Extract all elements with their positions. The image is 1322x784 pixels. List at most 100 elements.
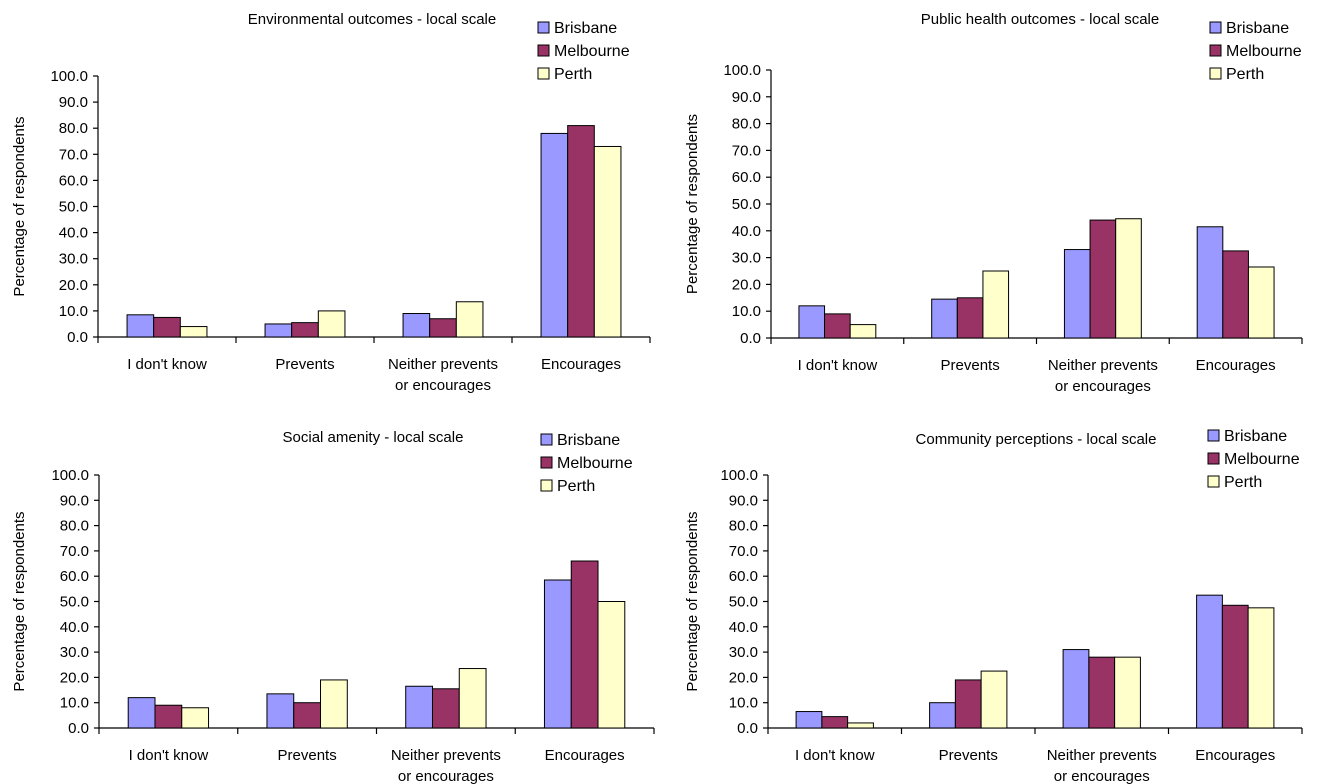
bar-melbourne-2 [291,322,319,338]
x-tick-label: Encourages [1195,747,1275,764]
x-tick-label: Encourages [1196,357,1276,374]
bar-perth-1 [181,707,210,729]
y-tick-label: 40.0 [60,619,89,636]
bar-perth-2 [320,679,348,729]
bar-melbourne-2 [954,679,982,729]
y-tick-label: 0.0 [740,330,761,347]
legend-swatch-brisbane [1207,429,1220,442]
x-tick-label: Neither prevents [1048,357,1158,374]
bar-perth-2 [982,270,1010,339]
bar-melbourne-4 [1221,604,1249,729]
x-tick-label: I don't know [127,356,207,373]
bar-perth-3 [455,301,484,338]
y-tick-label: 0.0 [67,329,88,346]
legend-label: Perth [557,478,595,495]
bar-melbourne-2 [956,297,984,339]
y-tick-label: 30.0 [732,250,761,267]
legend-label: Perth [1224,474,1262,491]
y-tick-label: 30.0 [60,644,89,661]
x-tick-label: Neither prevents [388,356,498,373]
x-tick-label: or encourages [395,377,491,394]
y-tick-label: 80.0 [732,116,761,133]
legend-label: Brisbane [557,432,620,449]
bar-melbourne-3 [429,318,457,338]
bar-melbourne-4 [1222,250,1249,339]
bar-melbourne-3 [1088,656,1116,729]
y-tick-label: 70.0 [732,142,761,159]
legend-swatch-brisbane [540,433,553,446]
bar-brisbane-4 [543,579,572,729]
bar-melbourne-1 [153,316,181,338]
bar-perth-1 [179,326,208,338]
bar-perth-4 [593,145,622,338]
y-tick-label: 80.0 [60,518,89,535]
legend-swatch-perth [1209,67,1222,80]
bar-brisbane-4 [1196,594,1223,729]
legend-swatch-perth [540,479,553,492]
legend-label: Melbourne [1226,43,1302,60]
y-tick-label: 40.0 [729,619,758,636]
bar-melbourne-1 [154,704,183,729]
legend-label: Melbourne [1224,451,1300,468]
legend-label: Melbourne [557,455,633,472]
bar-perth-4 [1247,266,1275,339]
y-tick-label: 90.0 [59,94,88,111]
y-tick-label: 20.0 [732,276,761,293]
bar-brisbane-3 [1063,249,1091,339]
x-tick-label: Encourages [541,356,621,373]
bar-perth-2 [317,310,346,338]
bar-perth-1 [847,722,874,729]
legend-swatch-melbourne [1209,44,1222,57]
bar-brisbane-3 [402,313,431,338]
y-tick-label: 50.0 [60,594,89,611]
legend-swatch-brisbane [1209,21,1222,34]
x-tick-label: I don't know [129,747,209,764]
bar-brisbane-3 [405,685,433,729]
bar-brisbane-2 [264,323,293,338]
bar-brisbane-4 [540,132,569,338]
bar-perth-4 [1247,607,1275,729]
chart-panel-3: Social amenity - local scale Percentage o… [11,429,655,784]
bar-perth-2 [980,670,1008,729]
x-tick-label: Prevents [939,747,998,764]
bar-perth-3 [1114,656,1141,729]
bar-melbourne-4 [567,125,595,338]
y-tick-label: 70.0 [59,146,88,163]
x-tick-label: Prevents [278,747,337,764]
chart-panel-2: Public health outcomes - local scale Perc… [684,11,1303,395]
y-tick-label: 60.0 [732,169,761,186]
bar-brisbane-1 [127,697,156,729]
x-tick-label: or encourages [1055,378,1151,395]
bar-brisbane-2 [931,298,958,339]
bar-melbourne-3 [1089,219,1117,339]
y-tick-label: 50.0 [729,594,758,611]
x-tick-label: Neither prevents [1047,747,1157,764]
chart-title: Social amenity - local scale [283,429,464,446]
y-tick-label: 70.0 [60,543,89,560]
y-axis-label: Percentage of respondents [11,116,28,296]
x-tick-label: I don't know [798,357,878,374]
chart-panel-1: Environmental outcomes - local scale Perc… [11,11,651,394]
y-tick-label: 50.0 [732,196,761,213]
x-tick-label: Neither prevents [391,747,501,764]
y-tick-label: 10.0 [59,303,88,320]
bar-brisbane-1 [126,314,155,338]
legend-label: Melbourne [554,43,630,60]
legend-label: Brisbane [1226,20,1289,37]
y-axis-label: Percentage of respondents [684,511,701,691]
bar-perth-3 [1115,218,1142,339]
bar-melbourne-1 [821,716,849,729]
y-tick-label: 30.0 [729,644,758,661]
bar-melbourne-1 [824,313,851,339]
y-tick-label: 90.0 [732,89,761,106]
y-axis-label: Percentage of respondents [684,114,701,294]
y-tick-label: 60.0 [60,568,89,585]
bar-perth-4 [597,601,626,729]
x-tick-label: Prevents [941,357,1000,374]
bar-brisbane-1 [795,711,823,729]
y-tick-label: 0.0 [737,720,758,737]
bar-melbourne-2 [293,702,322,729]
legend-label: Perth [1226,66,1264,83]
x-tick-label: I don't know [795,747,875,764]
